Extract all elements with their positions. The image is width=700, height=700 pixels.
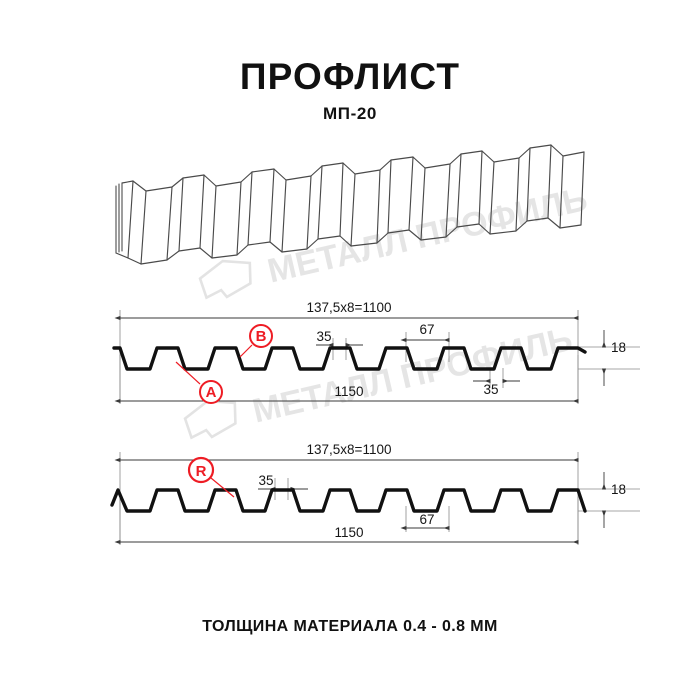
marker-b: B <box>239 324 273 358</box>
page-title: ПРОФЛИСТ <box>239 56 461 97</box>
watermark-label-1: МЕТАЛЛ ПРОФИЛЬ <box>264 180 591 291</box>
section-a-top-span-label: 137,5x8=1100 <box>307 300 392 315</box>
marker-a-label: A <box>206 384 217 401</box>
section-r-group: 137,5x8=1100 1150 35 67 18 R <box>110 442 640 545</box>
section-a-group: 137,5x8=1100 1150 35 67 35 18 <box>112 300 640 404</box>
section-a-valley-label: 67 <box>419 322 434 337</box>
isometric-sheet-view <box>115 144 585 265</box>
page-subtitle: МП-20 <box>323 104 377 123</box>
marker-a: A <box>175 361 223 404</box>
marker-r-label: R <box>196 463 207 480</box>
watermark-label-2: МЕТАЛЛ ПРОФИЛЬ <box>249 320 576 431</box>
watermark-logo-icon <box>198 259 252 300</box>
marker-r: R <box>187 456 235 498</box>
section-a-profile-outline <box>112 346 587 371</box>
section-a-height-label: 18 <box>611 340 626 355</box>
section-a-crest-top-label: 35 <box>316 329 331 344</box>
section-r-valley-label: 67 <box>419 512 434 527</box>
section-r-bottom-span-label: 1150 <box>334 525 363 540</box>
section-r-crest-label: 35 <box>258 473 273 488</box>
section-r-height-label: 18 <box>611 482 626 497</box>
section-a-bottom-span-label: 1150 <box>334 384 363 399</box>
marker-b-label: B <box>256 328 267 345</box>
section-a-crest-bottom-label: 35 <box>483 382 498 397</box>
section-a-extension-lines <box>119 310 640 404</box>
material-thickness-note: ТОЛЩИНА МАТЕРИАЛА 0.4 - 0.8 ММ <box>202 618 498 635</box>
section-r-top-span-label: 137,5x8=1100 <box>307 442 392 457</box>
section-r-profile-outline <box>110 488 587 513</box>
